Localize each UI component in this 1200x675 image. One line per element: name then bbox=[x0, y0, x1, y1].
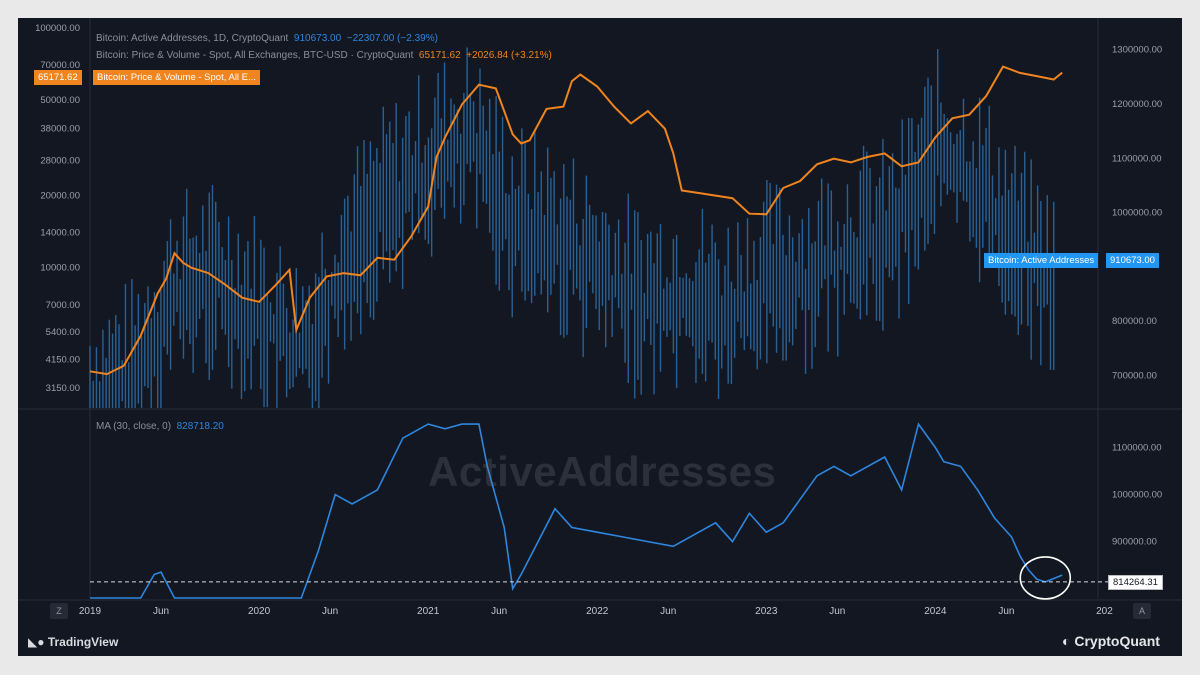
right-axis-tick: 800000.00 bbox=[1112, 316, 1157, 327]
tradingview-icon: ◣● bbox=[28, 635, 45, 649]
right-axis-tick: 1300000.00 bbox=[1112, 45, 1162, 56]
price-value-tag: 65171.62 bbox=[34, 70, 82, 85]
auto-scale-button[interactable]: A bbox=[1133, 603, 1151, 619]
x-axis-tick: 2023 bbox=[755, 606, 778, 617]
x-axis-tick: 2024 bbox=[924, 606, 947, 617]
left-axis-tick: 14000.00 bbox=[40, 228, 80, 239]
zoom-button[interactable]: Z bbox=[50, 603, 68, 619]
tradingview-logo: ◣● TradingView bbox=[28, 635, 118, 649]
x-axis-tick: Jun bbox=[998, 606, 1014, 617]
active-addresses-name-tag: Bitcoin: Active Addresses bbox=[984, 253, 1099, 268]
price-name-tag: Bitcoin: Price & Volume - Spot, All E... bbox=[93, 70, 260, 85]
x-axis-tick: Jun bbox=[660, 606, 676, 617]
left-axis-tick: 38000.00 bbox=[40, 124, 80, 135]
left-axis-tick: 3150.00 bbox=[46, 383, 80, 394]
right-axis-tick: 1100000.00 bbox=[1112, 153, 1162, 164]
left-axis-tick: 28000.00 bbox=[40, 156, 80, 167]
legend-aa-change: −22307.00 (−2.39%) bbox=[346, 33, 438, 44]
legend-aa-value: 910673.00 bbox=[293, 33, 342, 44]
legend-ma: MA (30, close, 0) 828718.20 bbox=[96, 421, 224, 432]
cryptoquant-text: CryptoQuant bbox=[1074, 633, 1160, 649]
x-axis-tick: Jun bbox=[829, 606, 845, 617]
legend-price: Bitcoin: Price & Volume - Spot, All Exch… bbox=[96, 50, 552, 61]
legend-ma-name: MA (30, close, 0) bbox=[96, 421, 172, 432]
right-axis-tick: 1200000.00 bbox=[1112, 99, 1162, 110]
left-axis-tick: 5400.00 bbox=[46, 327, 80, 338]
cryptoquant-icon: ◐ bbox=[1062, 633, 1071, 649]
ma-axis-tick: 1000000.00 bbox=[1112, 490, 1162, 501]
ma-value-tag: 814264.31 bbox=[1108, 575, 1163, 590]
right-axis-tick: 1000000.00 bbox=[1112, 208, 1162, 219]
x-axis-tick: 2020 bbox=[248, 606, 271, 617]
x-axis-tick: Jun bbox=[491, 606, 507, 617]
highlight-circle bbox=[1019, 556, 1072, 600]
price-line bbox=[89, 65, 1063, 376]
cryptoquant-logo: ◐ CryptoQuant bbox=[1062, 633, 1160, 649]
left-axis-tick: 70000.00 bbox=[40, 60, 80, 71]
tradingview-text: TradingView bbox=[47, 635, 119, 649]
legend-ma-value: 828718.20 bbox=[176, 421, 224, 432]
active-addresses-value-tag: 910673.00 bbox=[1106, 253, 1159, 268]
left-axis-tick: 4150.00 bbox=[46, 354, 80, 365]
left-axis-tick: 7000.00 bbox=[46, 300, 80, 311]
chart-canvas[interactable]: 100000.00 70000.00 50000.00 38000.00 28000.0… bbox=[18, 18, 1182, 656]
x-axis-tick: 2022 bbox=[586, 606, 609, 617]
legend-price-name: Bitcoin: Price & Volume - Spot, All Exch… bbox=[96, 50, 414, 61]
right-axis-tick: 700000.00 bbox=[1112, 370, 1157, 381]
legend-price-value: 65171.62 bbox=[418, 50, 461, 61]
legend-active-addresses: Bitcoin: Active Addresses, 1D, CryptoQua… bbox=[96, 33, 438, 44]
ma-axis-tick: 900000.00 bbox=[1112, 537, 1157, 548]
x-axis-tick: 2021 bbox=[417, 606, 440, 617]
ma-line bbox=[90, 422, 1063, 599]
x-axis-tick: Jun bbox=[322, 606, 338, 617]
left-axis-tick: 20000.00 bbox=[40, 191, 80, 202]
left-axis-tick: 100000.00 bbox=[35, 23, 80, 34]
left-axis-tick: 50000.00 bbox=[40, 95, 80, 106]
x-axis-tick: 202 bbox=[1096, 606, 1113, 617]
left-axis-tick: 10000.00 bbox=[40, 263, 80, 274]
x-axis-tick: Jun bbox=[153, 606, 169, 617]
chart-frame: 100000.00 70000.00 50000.00 38000.00 28000.0… bbox=[18, 18, 1182, 656]
legend-price-change: +2026.84 (+3.21%) bbox=[466, 50, 552, 61]
x-axis-tick: 2019 bbox=[79, 606, 102, 617]
ma-axis-tick: 1100000.00 bbox=[1112, 443, 1162, 454]
watermark: ActiveAddresses bbox=[428, 448, 777, 495]
legend-aa-name: Bitcoin: Active Addresses, 1D, CryptoQua… bbox=[96, 33, 289, 44]
